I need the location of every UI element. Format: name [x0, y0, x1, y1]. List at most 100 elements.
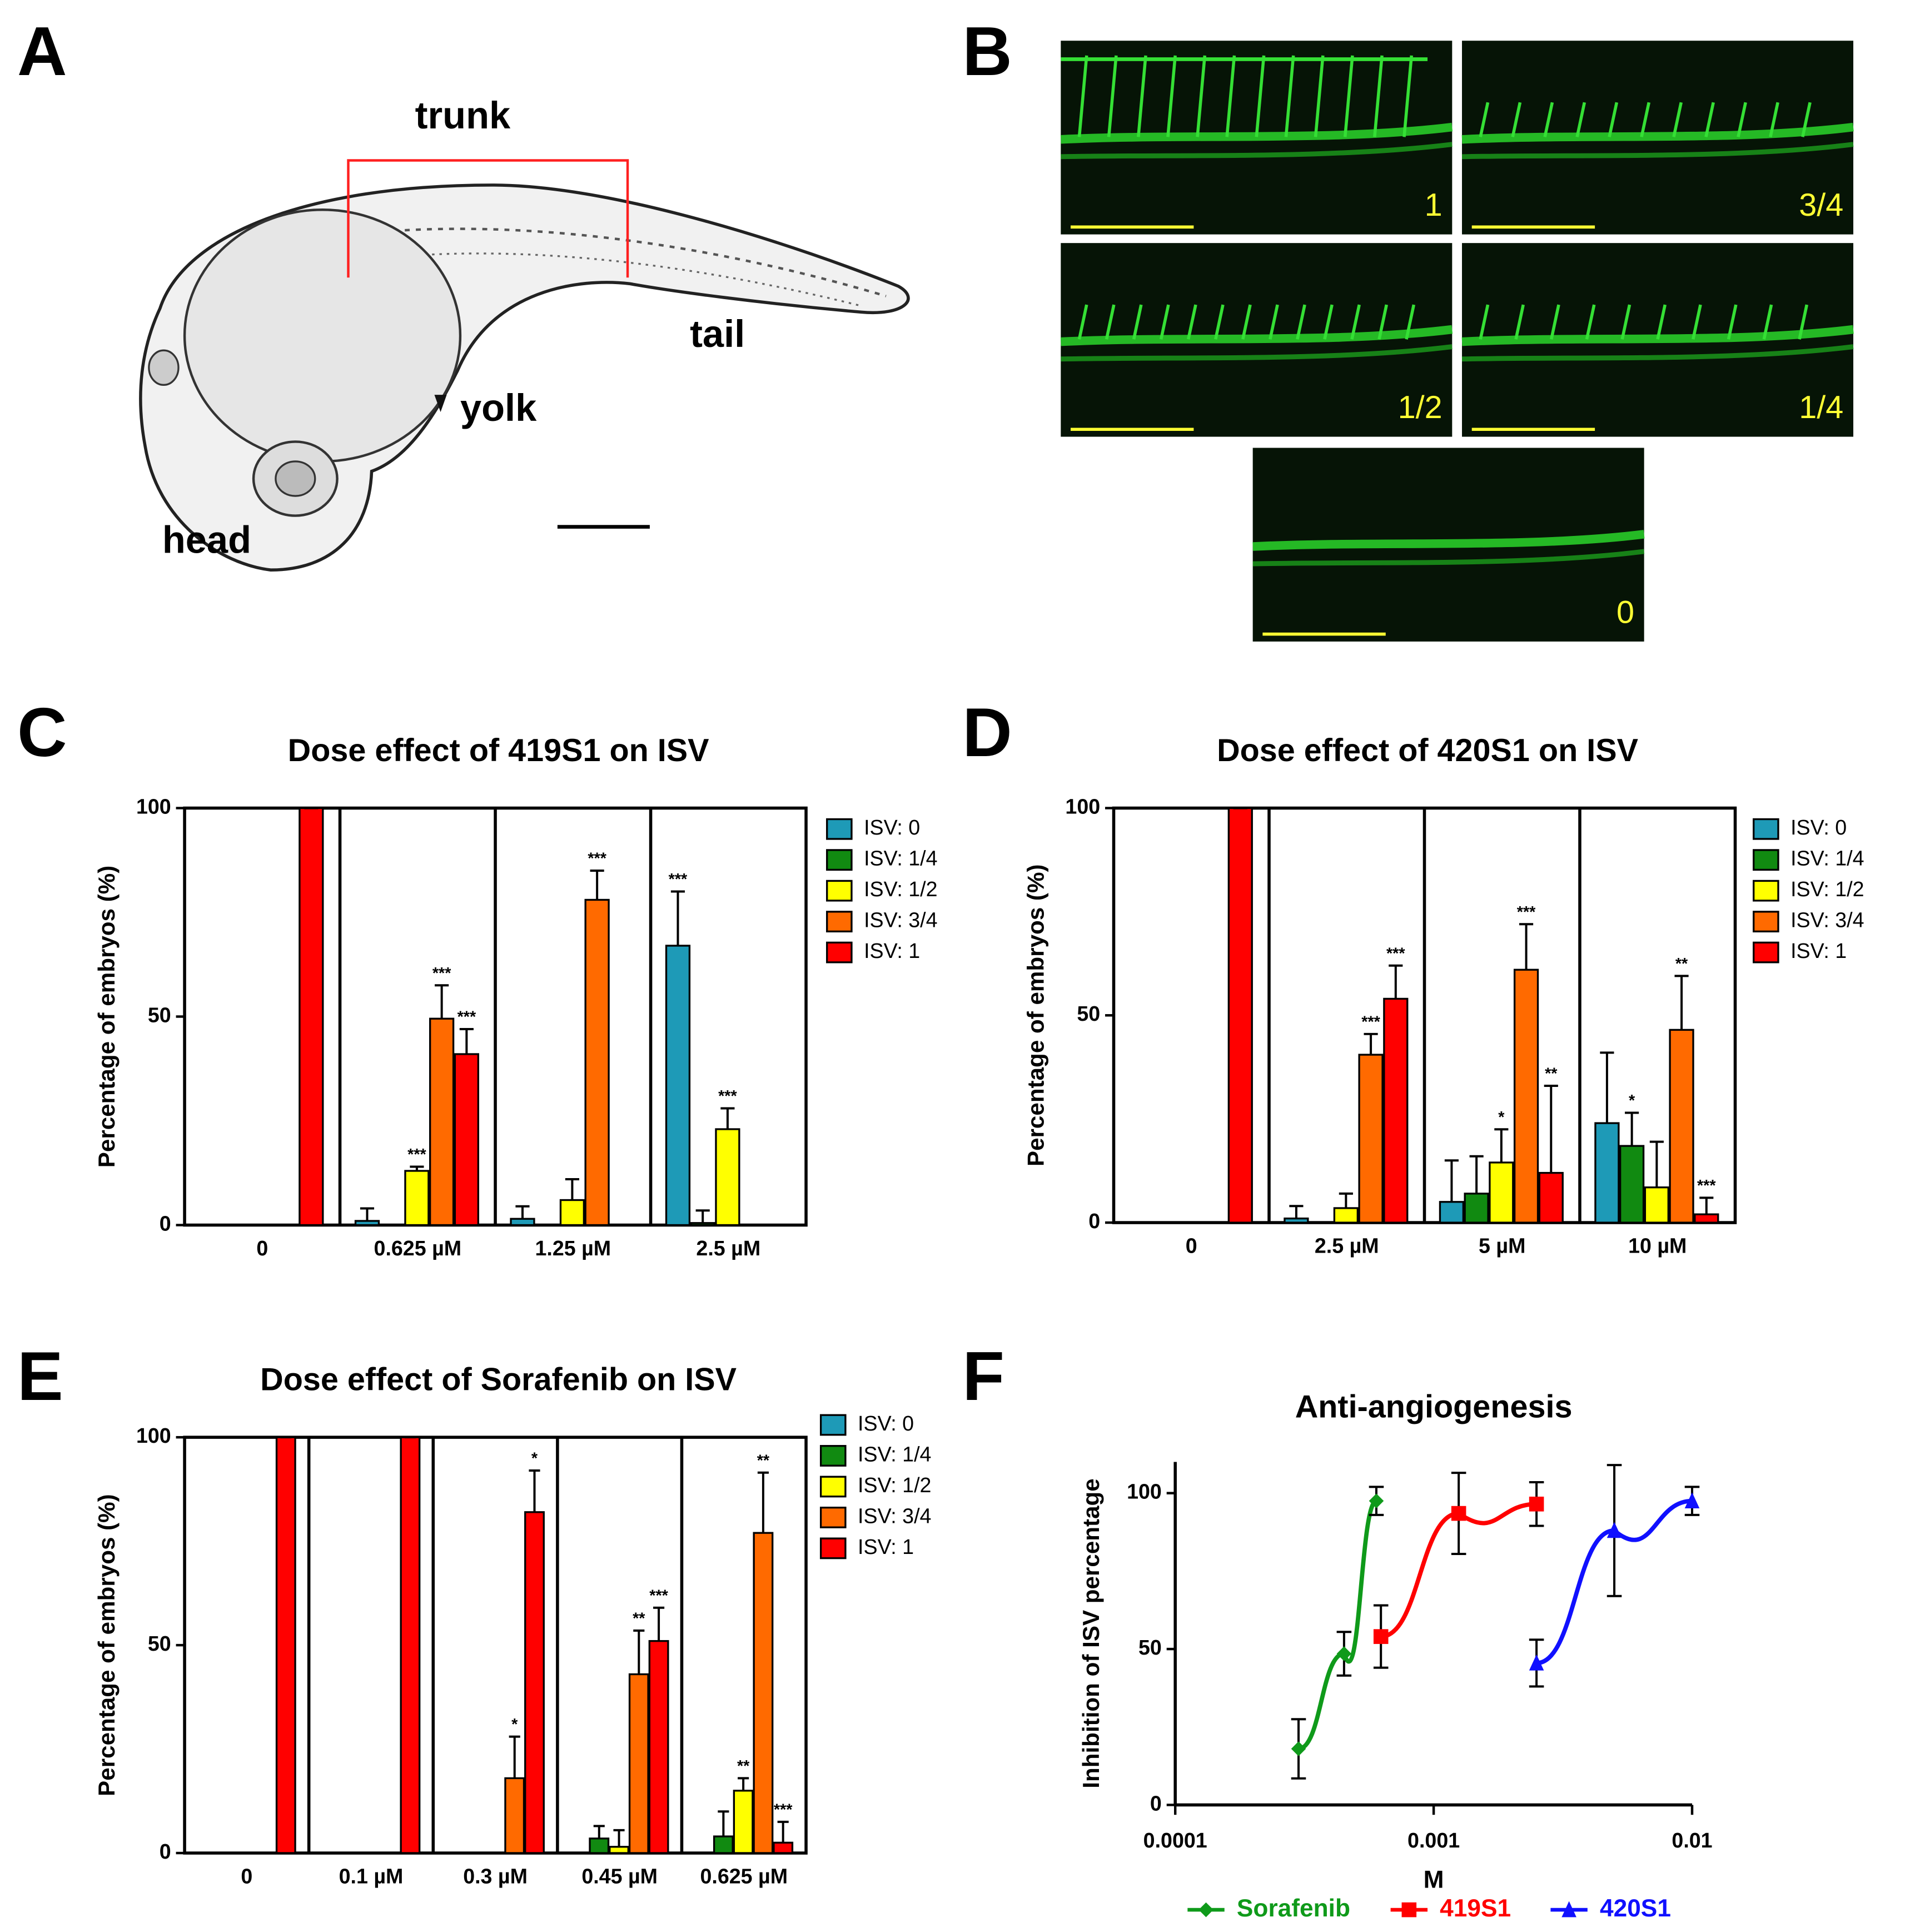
- bar: [1333, 1207, 1359, 1224]
- vessel: [1107, 55, 1118, 137]
- vessel: [1196, 55, 1207, 137]
- bar: [628, 1673, 649, 1854]
- significance: ***: [1361, 1013, 1380, 1031]
- error-bar: [1364, 1032, 1378, 1055]
- x-tick-label: 10 µM: [1628, 1234, 1687, 1257]
- significance: **: [1675, 955, 1688, 973]
- x-tick-label: 0.625 µM: [700, 1864, 788, 1888]
- error-bar: [1544, 1085, 1558, 1173]
- legend-swatch: [826, 911, 853, 933]
- significance: ***: [718, 1087, 737, 1105]
- legend-swatch: [1753, 818, 1779, 840]
- error-bar: [1289, 1205, 1304, 1219]
- legend-label: ISV: 0: [1790, 816, 1847, 839]
- error-bar: [757, 1471, 769, 1533]
- legend-swatch: [826, 818, 853, 840]
- error-bar: [777, 1820, 789, 1843]
- x-tick-label: 0.01: [1672, 1829, 1712, 1852]
- error-bar: [1625, 1111, 1639, 1146]
- error-bar: [1389, 964, 1403, 999]
- legend-swatch: [1753, 849, 1779, 871]
- vessel-band: [1461, 142, 1854, 160]
- bar: [648, 1640, 669, 1854]
- legend-swatch: [819, 1537, 847, 1559]
- bar: [1644, 1186, 1669, 1224]
- label-tail: tail: [690, 312, 745, 355]
- embryo-drawing: [139, 159, 910, 572]
- significance: **: [1545, 1065, 1558, 1083]
- vessel: [1077, 304, 1088, 340]
- legend-label: ISV: 1/2: [864, 877, 937, 901]
- bar: [1538, 1171, 1564, 1224]
- x-tick-label: 0.001: [1407, 1829, 1460, 1852]
- vessel: [1798, 304, 1809, 340]
- significance: *: [511, 1716, 518, 1734]
- error-bar: [695, 1209, 710, 1223]
- panel-letter: B: [962, 13, 1012, 90]
- panel-letter: D: [962, 694, 1012, 771]
- error-bar: [410, 1165, 424, 1171]
- y-tick-label: 100: [1127, 1480, 1162, 1503]
- legend-swatch: [826, 941, 853, 963]
- panel-letter: F: [962, 1338, 1004, 1415]
- vessel: [1479, 102, 1490, 137]
- vessel-band: [1252, 549, 1645, 567]
- legend-swatch: [1753, 880, 1779, 902]
- vessel: [1255, 55, 1266, 137]
- legend-marker: [1198, 1902, 1213, 1918]
- bar: [1489, 1161, 1514, 1224]
- significance: **: [757, 1452, 770, 1469]
- fluorescence-image: 1: [1060, 41, 1453, 235]
- vessel: [1137, 55, 1147, 137]
- legend-label: ISV: 1/4: [858, 1442, 931, 1466]
- vessel: [1323, 304, 1334, 340]
- legend-label: ISV: 0: [864, 816, 920, 839]
- bar: [1383, 997, 1409, 1224]
- vessel-band: [1061, 344, 1453, 362]
- y-tick-label: 0: [1088, 1209, 1100, 1233]
- vessel: [1225, 55, 1236, 137]
- vessel: [1166, 55, 1177, 137]
- vessel: [1269, 304, 1279, 340]
- x-tick-label: 0: [256, 1236, 268, 1260]
- vessel: [1511, 102, 1522, 137]
- error-bar: [565, 1178, 579, 1200]
- fluorescence-image: 0: [1252, 448, 1645, 642]
- x-tick-label: 0: [1186, 1234, 1197, 1257]
- y-axis-label: Percentage of embryos (%): [93, 866, 120, 1168]
- chart-title: Dose effect of 419S1 on ISV: [288, 733, 709, 768]
- significance: ***: [669, 871, 688, 888]
- bar: [1669, 1029, 1694, 1224]
- bar: [1513, 969, 1539, 1224]
- y-axis-label: Inhibition of ISV percentage: [1078, 1478, 1104, 1788]
- bar: [275, 1436, 296, 1854]
- fluorescence-image: 1/4: [1461, 243, 1854, 437]
- legend-label: 419S1: [1440, 1895, 1511, 1922]
- vessel: [1186, 304, 1197, 340]
- error-bar: [435, 984, 449, 1019]
- legend-label: ISV: 1: [864, 939, 920, 962]
- image-label: 3/4: [1799, 187, 1843, 223]
- vessel: [1543, 102, 1554, 137]
- legend-label: ISV: 1/2: [1790, 877, 1864, 901]
- legend-swatch: [819, 1445, 847, 1467]
- error-bar: [1674, 975, 1689, 1030]
- legend-label: ISV: 1/4: [1790, 847, 1864, 870]
- legend-swatch: [819, 1476, 847, 1498]
- vessel: [1350, 304, 1361, 340]
- bar: [713, 1835, 734, 1854]
- data-point: [1606, 1522, 1622, 1538]
- data-point: [1451, 1506, 1466, 1521]
- vessel-band: [1060, 325, 1453, 346]
- bar: [589, 1837, 610, 1854]
- bar: [584, 898, 610, 1226]
- significance: ***: [1697, 1177, 1716, 1195]
- panel-letter: C: [17, 694, 67, 771]
- legend-label: ISV: 1: [858, 1535, 914, 1558]
- vessel: [1402, 55, 1414, 137]
- chart-title: Dose effect of Sorafenib on ISV: [260, 1362, 737, 1397]
- vessel: [1727, 304, 1738, 340]
- bar: [429, 1017, 455, 1226]
- vessel: [1801, 102, 1812, 137]
